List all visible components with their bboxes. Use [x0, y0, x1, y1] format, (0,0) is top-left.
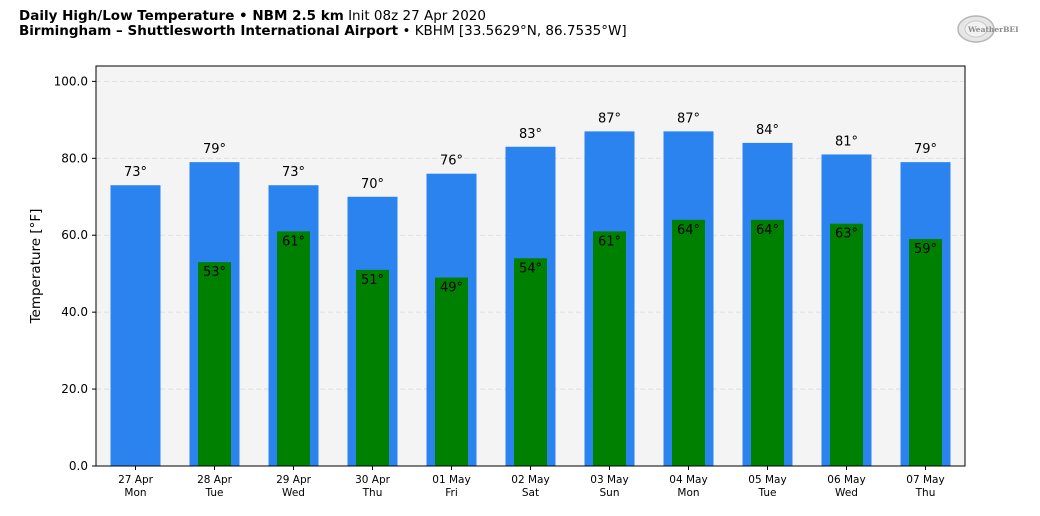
- low-temp-bar: [593, 231, 626, 466]
- low-temp-bar: [356, 269, 389, 466]
- low-temp-bar: [514, 258, 547, 466]
- low-temp-label: 51°: [361, 273, 384, 288]
- y-tick-label: 60.0: [61, 228, 88, 242]
- low-temp-label: 64°: [756, 223, 779, 238]
- location-name: Birmingham – Shuttlesworth International…: [19, 23, 399, 39]
- y-tick-label: 40.0: [61, 305, 88, 319]
- x-tick-date: 28 Apr: [197, 474, 233, 486]
- low-temp-label: 61°: [282, 234, 305, 249]
- low-temp-label: 61°: [598, 234, 621, 249]
- y-axis-label: Temperature [°F]: [28, 209, 44, 325]
- logo-text: WeatherBELL: [967, 25, 1018, 34]
- x-tick-date: 01 May: [432, 474, 470, 486]
- high-temp-label: 81°: [835, 134, 858, 149]
- x-tick-day: Tue: [758, 487, 777, 499]
- low-temp-bar: [830, 223, 863, 466]
- x-tick-day: Mon: [124, 487, 146, 499]
- low-temp-label: 53°: [203, 265, 226, 280]
- x-tick-day: Wed: [835, 487, 858, 499]
- x-tick-date: 29 Apr: [276, 474, 312, 486]
- x-tick-day: Thu: [362, 487, 383, 499]
- x-tick-date: 03 May: [590, 474, 628, 486]
- x-tick-day: Thu: [915, 487, 936, 499]
- x-tick-day: Tue: [205, 487, 224, 499]
- high-temp-label: 87°: [677, 111, 700, 126]
- low-temp-label: 64°: [677, 223, 700, 238]
- low-temp-bar: [198, 262, 231, 466]
- high-temp-label: 70°: [361, 177, 384, 192]
- x-tick-date: 02 May: [511, 474, 549, 486]
- x-tick-date: 30 Apr: [355, 474, 391, 486]
- y-tick-label: 0.0: [69, 459, 88, 473]
- low-temp-bar: [672, 219, 705, 466]
- x-tick-date: 07 May: [906, 474, 944, 486]
- high-temp-label: 76°: [440, 154, 463, 169]
- x-tick-day: Sat: [522, 487, 539, 499]
- low-temp-bar: [277, 231, 310, 466]
- x-tick-day: Wed: [282, 487, 305, 499]
- high-temp-label: 84°: [756, 123, 779, 138]
- high-temp-label: 79°: [914, 142, 937, 157]
- low-temp-bar: [435, 277, 468, 466]
- x-tick-day: Mon: [677, 487, 699, 499]
- low-temp-label: 54°: [519, 261, 542, 276]
- weatherbell-logo: WeatherBELL: [956, 12, 1026, 46]
- low-temp-bar: [751, 219, 784, 466]
- y-tick-label: 100.0: [54, 74, 88, 88]
- low-temp-label: 59°: [914, 242, 937, 257]
- location-detail: • KBHM [33.5629°N, 86.7535°W]: [402, 23, 627, 39]
- low-temp-label: 49°: [440, 281, 463, 296]
- high-temp-label: 79°: [203, 142, 226, 157]
- chart-title-init: Init 08z 27 Apr 2020: [348, 8, 486, 24]
- high-temp-label: 83°: [519, 127, 542, 142]
- chart-subtitle: Birmingham – Shuttlesworth International…: [19, 24, 627, 39]
- x-tick-day: Fri: [445, 487, 458, 499]
- chart-title-block: Daily High/Low Temperature • NBM 2.5 km …: [19, 9, 627, 39]
- low-temp-bar: [909, 239, 942, 466]
- high-temp-label: 73°: [282, 165, 305, 180]
- y-tick-label: 80.0: [61, 151, 88, 165]
- x-tick-date: 06 May: [827, 474, 865, 486]
- high-temp-label: 73°: [124, 165, 147, 180]
- chart-title-main: Daily High/Low Temperature • NBM 2.5 km: [19, 8, 344, 24]
- chart-title: Daily High/Low Temperature • NBM 2.5 km …: [19, 9, 627, 24]
- x-tick-date: 27 Apr: [118, 474, 154, 486]
- x-tick-date: 04 May: [669, 474, 707, 486]
- high-temp-bar: [110, 185, 161, 466]
- x-tick-day: Sun: [600, 487, 620, 499]
- high-temp-label: 87°: [598, 111, 621, 126]
- y-tick-label: 20.0: [61, 382, 88, 396]
- x-tick-date: 05 May: [748, 474, 786, 486]
- low-temp-label: 63°: [835, 227, 858, 242]
